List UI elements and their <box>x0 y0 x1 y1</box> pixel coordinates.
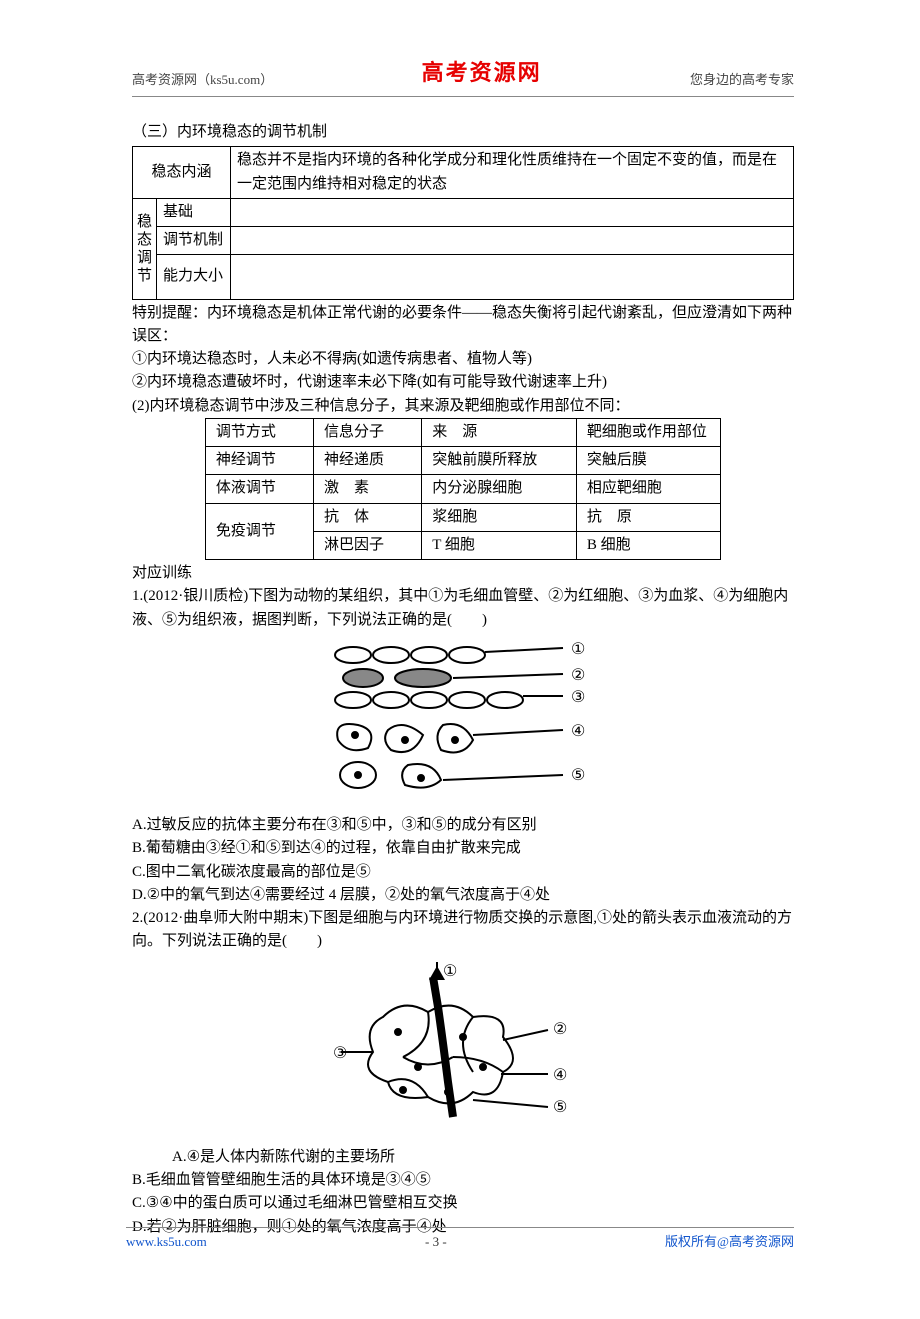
reminder-head: 特别提醒：内环境稳态是机体正常代谢的必要条件——稳态失衡将引起代谢紊乱，但应澄清… <box>132 302 794 349</box>
q2-option-b: B.毛细血管管壁细胞生活的具体环境是③④⑤ <box>132 1169 794 1192</box>
footer-divider <box>126 1227 794 1228</box>
signal-molecule-table-wrap: 调节方式 信息分子 来 源 靶细胞或作用部位 神经调节 神经递质 突触前膜所释放… <box>132 418 794 560</box>
label-1: ① <box>443 963 457 980</box>
header-divider <box>132 96 794 97</box>
cell: 相应靶细胞 <box>576 475 720 503</box>
cell: 抗 体 <box>314 503 422 531</box>
cell-ability-label: 能力大小 <box>157 255 231 299</box>
cell: B 细胞 <box>576 531 720 559</box>
cell-immune: 免疫调节 <box>205 503 313 560</box>
label-4: ④ <box>571 723 585 740</box>
label-3: ③ <box>571 689 585 706</box>
th-source: 来 源 <box>422 418 577 446</box>
page-header: 高考资源网（ks5u.com） 高考资源网 您身边的高考专家 <box>132 56 794 90</box>
label-1: ① <box>571 641 585 658</box>
page-footer: www.ks5u.com - 3 - 版权所有@高考资源网 <box>126 1227 794 1252</box>
q2-figure: ① ② ③ ④ ⑤ <box>132 962 794 1140</box>
header-right: 您身边的高考专家 <box>690 70 794 90</box>
practice-title: 对应训练 <box>132 562 794 585</box>
table-row: 免疫调节 抗 体 浆细胞 抗 原 <box>205 503 720 531</box>
footer-copyright: 版权所有@高考资源网 <box>665 1232 794 1252</box>
table-row: 调节方式 信息分子 来 源 靶细胞或作用部位 <box>205 418 720 446</box>
reminder-1: ①内环境达稳态时，人未必不得病(如遗传病患者、植物人等) <box>132 348 794 371</box>
th-molecule: 信息分子 <box>314 418 422 446</box>
cell: 淋巴因子 <box>314 531 422 559</box>
label-3: ③ <box>333 1045 347 1062</box>
cell-neihan-label: 稳态内涵 <box>133 147 231 199</box>
header-left: 高考资源网（ks5u.com） <box>132 70 273 90</box>
cell: 突触前膜所释放 <box>422 447 577 475</box>
table-row: 调节机制 <box>133 227 794 255</box>
section-3-title: （三）内环境稳态的调节机制 <box>132 121 794 144</box>
cell: 突触后膜 <box>576 447 720 475</box>
label-4: ④ <box>553 1067 567 1084</box>
point-2: (2)内环境稳态调节中涉及三种信息分子，其来源及靶细胞或作用部位不同： <box>132 395 794 418</box>
cell-group-label: 稳态调节 <box>133 198 157 299</box>
cell: 内分泌腺细胞 <box>422 475 577 503</box>
header-brand: 高考资源网 <box>422 56 542 90</box>
q1-option-c: C.图中二氧化碳浓度最高的部位是⑤ <box>132 861 794 884</box>
th-target: 靶细胞或作用部位 <box>576 418 720 446</box>
q2-option-a: A.④是人体内新陈代谢的主要场所 <box>132 1146 794 1169</box>
q1-option-d: D.②中的氧气到达④需要经过 4 层膜，②处的氧气浓度高于④处 <box>132 884 794 907</box>
page: 高考资源网（ks5u.com） 高考资源网 您身边的高考专家 （三）内环境稳态的… <box>0 0 920 1319</box>
cell-basis-content <box>231 198 794 226</box>
q2-stem: 2.(2012·曲阜师大附中期末)下图是细胞与内环境进行物质交换的示意图,①处的… <box>132 907 794 954</box>
th-mode: 调节方式 <box>205 418 313 446</box>
footer-row: www.ks5u.com - 3 - 版权所有@高考资源网 <box>126 1232 794 1252</box>
cell: 神经调节 <box>205 447 313 475</box>
exchange-diagram-icon: ① ② ③ ④ ⑤ <box>333 962 593 1132</box>
table-row: 能力大小 <box>133 255 794 299</box>
table-row: 稳态内涵 稳态并不是指内环境的各种化学成分和理化性质维持在一个固定不变的值，而是… <box>133 147 794 199</box>
label-2: ② <box>571 667 585 684</box>
table-row: 神经调节 神经递质 突触前膜所释放 突触后膜 <box>205 447 720 475</box>
cell: 激 素 <box>314 475 422 503</box>
cell-mechanism-label: 调节机制 <box>157 227 231 255</box>
cell-ability-content <box>231 255 794 299</box>
tissue-diagram-icon: ① ② ③ ④ ⑤ <box>313 640 613 800</box>
table-row: 稳态调节 基础 <box>133 198 794 226</box>
reminder-2: ②内环境稳态遭破坏时，代谢速率未必下降(如有可能导致代谢速率上升) <box>132 371 794 394</box>
q1-stem: 1.(2012·银川质检)下图为动物的某组织，其中①为毛细血管壁、②为红细胞、③… <box>132 585 794 632</box>
signal-molecule-table: 调节方式 信息分子 来 源 靶细胞或作用部位 神经调节 神经递质 突触前膜所释放… <box>205 418 721 560</box>
table-row: 体液调节 激 素 内分泌腺细胞 相应靶细胞 <box>205 475 720 503</box>
cell-mechanism-content <box>231 227 794 255</box>
label-5: ⑤ <box>571 767 585 784</box>
q1-figure: ① ② ③ ④ ⑤ <box>132 640 794 808</box>
q1-option-b: B.葡萄糖由③经①和⑤到达④的过程，依靠自由扩散来完成 <box>132 837 794 860</box>
page-number: - 3 - <box>425 1232 447 1252</box>
cell-basis-label: 基础 <box>157 198 231 226</box>
cell: T 细胞 <box>422 531 577 559</box>
label-2: ② <box>553 1021 567 1038</box>
cell-neihan-content: 稳态并不是指内环境的各种化学成分和理化性质维持在一个固定不变的值，而是在一定范围… <box>231 147 794 199</box>
cell: 神经递质 <box>314 447 422 475</box>
label-5: ⑤ <box>553 1099 567 1116</box>
q2-option-c: C.③④中的蛋白质可以通过毛细淋巴管壁相互交换 <box>132 1192 794 1215</box>
cell: 浆细胞 <box>422 503 577 531</box>
cell: 体液调节 <box>205 475 313 503</box>
homeostasis-table: 稳态内涵 稳态并不是指内环境的各种化学成分和理化性质维持在一个固定不变的值，而是… <box>132 146 794 299</box>
cell: 抗 原 <box>576 503 720 531</box>
footer-url: www.ks5u.com <box>126 1232 207 1252</box>
q1-option-a: A.过敏反应的抗体主要分布在③和⑤中，③和⑤的成分有区别 <box>132 814 794 837</box>
